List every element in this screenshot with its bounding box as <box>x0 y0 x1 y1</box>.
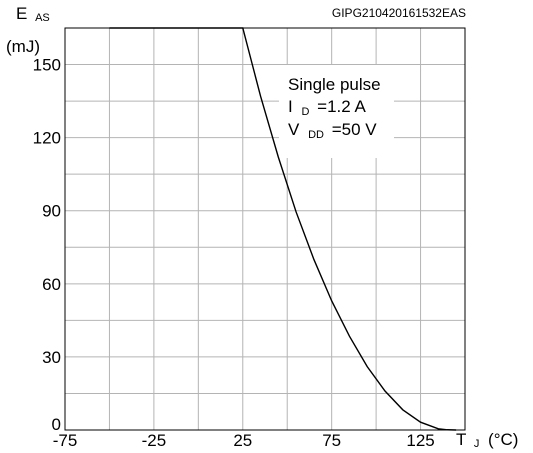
tick-labels: -75 -25 25 75 125 0 30 60 90 120 150 <box>33 56 435 450</box>
x-tick-label: -75 <box>53 431 78 450</box>
annotation-supply-voltage-symbol: V <box>288 120 300 139</box>
x-axis-title: T J (°C) <box>456 430 518 451</box>
x-axis-symbol: T <box>456 430 466 449</box>
x-axis-subscript: J <box>474 438 480 450</box>
annotation-supply-voltage: V DD =50 V <box>288 120 377 142</box>
annotation-box <box>279 65 394 158</box>
annotation-drain-current: I D =1.2 A <box>288 97 367 119</box>
y-tick-label: 90 <box>42 202 61 221</box>
y-axis-unit: (mJ) <box>6 37 40 56</box>
y-tick-label: 120 <box>33 129 61 148</box>
x-axis-unit: (°C) <box>488 430 518 449</box>
y-axis-symbol: E <box>16 4 27 23</box>
x-tick-label: 25 <box>233 431 252 450</box>
y-axis-title: E AS <box>16 4 50 24</box>
annotation-drain-current-value: =1.2 A <box>317 97 366 116</box>
y-tick-label: 0 <box>52 415 61 434</box>
annotation-supply-voltage-subscript: DD <box>308 129 324 141</box>
grid <box>65 28 465 430</box>
x-tick-label: 75 <box>322 431 341 450</box>
x-tick-label: 125 <box>406 431 434 450</box>
annotation-drain-current-subscript: D <box>301 106 309 118</box>
plot-frame <box>64 27 466 431</box>
y-tick-label: 60 <box>42 275 61 294</box>
chart-reference: GIPG210420161532EAS <box>332 6 466 20</box>
annotation-single-pulse: Single pulse <box>288 75 381 94</box>
x-tick-label: -25 <box>142 431 167 450</box>
annotation-drain-current-symbol: I <box>288 97 293 116</box>
annotation-supply-voltage-value: =50 V <box>332 120 378 139</box>
y-tick-label: 30 <box>42 348 61 367</box>
y-axis-subscript: AS <box>35 12 50 24</box>
y-tick-label: 150 <box>33 56 61 75</box>
series-line-eas <box>109 27 457 431</box>
